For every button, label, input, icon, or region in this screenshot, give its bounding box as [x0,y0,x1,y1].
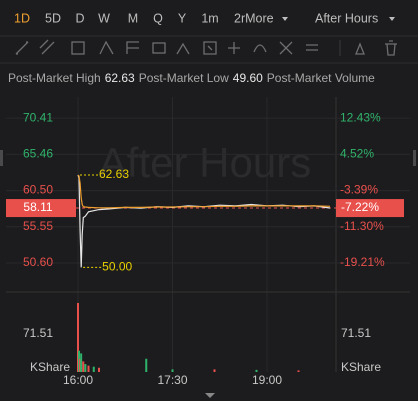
volume-tick-label: 71.51 [23,326,53,340]
volume-bar [80,353,83,372]
y-tick-label: 65.46 [23,146,53,160]
dropdown-arrow [389,17,395,21]
tool-icon[interactable] [253,44,267,53]
price-line [77,174,331,209]
tool-icon[interactable] [203,41,217,55]
y2-tick-label: -19.21% [340,255,385,269]
tool-icon[interactable] [126,41,139,54]
stat-value: 62.63 [105,71,135,85]
volume-bar [87,365,90,372]
volume-tick-label: 71.51 [341,326,371,340]
volume-label: KShare [30,360,70,374]
y2-tick-label: -11.30% [340,219,384,233]
last-price-label: 58.11 [23,200,52,214]
y2-tick-label: 12.43% [340,110,381,124]
side-handle[interactable] [0,150,3,166]
tool-icon[interactable] [355,42,365,55]
tool-icon[interactable] [279,41,293,55]
dropdown-arrow [282,17,288,21]
period-tab[interactable]: 5D [45,11,61,25]
stat-value: 49.60 [233,71,263,85]
x-tick-label: 19:00 [252,373,282,387]
tool-icon[interactable] [71,41,85,55]
tool-icon[interactable] [176,42,190,55]
tool-icon[interactable] [99,40,114,55]
watermark: After Hours [99,139,311,186]
volume-bar [84,364,87,372]
y-tick-label: 55.55 [23,219,53,233]
volume-bar [255,369,258,372]
session-select[interactable]: After Hours [315,11,378,25]
volume-bar [213,369,216,372]
tool-icon[interactable] [228,42,240,54]
expand-arrow[interactable] [205,393,215,398]
period-tab[interactable]: D [75,11,84,25]
volume-bar [92,366,95,372]
more-tab[interactable]: 2rMore [234,11,274,25]
stat-label: Post-Market High [8,71,101,85]
volume-bar [98,367,100,372]
stat-label: Post-Market Low [139,71,229,85]
volume-label: KShare [341,360,381,374]
side-handle[interactable] [413,150,416,166]
low-marker-label: 50.00 [102,260,132,274]
tool-icon[interactable] [152,42,166,54]
tool-icon[interactable] [306,44,318,51]
period-tab[interactable]: W [98,11,110,25]
period-tab[interactable]: Y [178,11,187,25]
x-tick-label: 17:30 [157,373,187,387]
stat-label: Post-Market Volume [267,71,375,85]
tool-icon[interactable] [39,39,55,55]
price-line [77,174,331,268]
y-tick-label: 70.41 [23,110,53,124]
volume-bar [79,358,82,372]
volume-bar [171,369,174,372]
period-tab[interactable]: 1m [201,11,218,25]
y-tick-label: 60.50 [23,183,53,197]
drawing-tools [15,39,397,56]
period-tab[interactable]: 1D [14,11,30,25]
volume-bar [145,358,148,372]
last-pct-box [336,199,404,218]
high-marker-label: 62.63 [99,167,129,181]
volume-bar [78,350,81,372]
tool-icon[interactable] [385,40,397,56]
volume-bar [77,302,79,372]
y-tick-label: 50.60 [23,255,53,269]
period-tab[interactable]: Q [153,11,163,25]
tool-icon[interactable] [15,41,29,55]
y2-tick-label: 4.52% [340,146,374,160]
volume-bar [82,361,85,372]
period-tab[interactable]: M [128,11,138,25]
x-tick-label: 16:00 [63,373,93,387]
y2-tick-label: -3.39% [340,183,378,197]
volume-bar [297,370,300,372]
last-pct-label: -7.22% [341,200,379,214]
last-price-box [6,199,76,218]
